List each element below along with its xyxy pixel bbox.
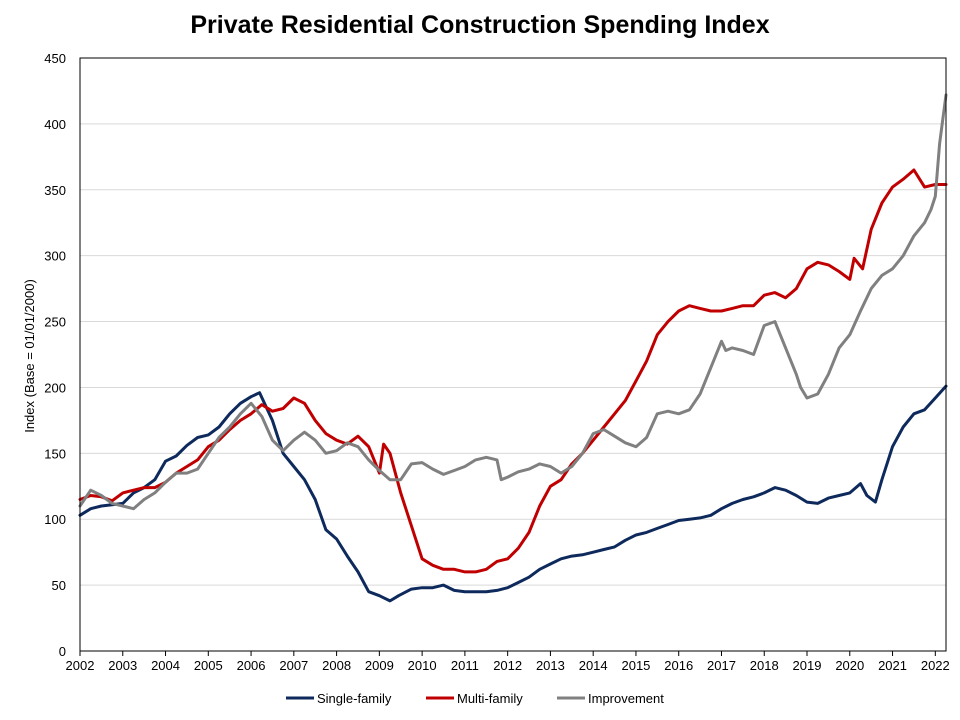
x-tick-label: 2011: [451, 658, 479, 673]
legend-label: Single-family: [317, 691, 392, 706]
y-tick-label: 200: [44, 380, 66, 395]
x-tick-label: 2013: [536, 658, 565, 673]
chart-title: Private Residential Construction Spendin…: [190, 11, 769, 39]
series-line-single-family: [78, 384, 948, 603]
legend-label: Improvement: [588, 691, 664, 706]
x-tick-label: 2010: [408, 658, 437, 673]
y-axis-label: Index (Base = 01/01/2000): [22, 279, 37, 433]
x-tick-label: 2015: [621, 658, 650, 673]
y-tick-label: 350: [44, 183, 66, 198]
x-tick-label: 2021: [878, 658, 907, 673]
x-tick-label: 2014: [579, 658, 608, 673]
series-line-improvement: [78, 93, 948, 511]
y-tick-label: 250: [44, 315, 66, 330]
x-axis-ticks: 2002 2003 2004 2005 2006 2007 2008 2009 2010 2011…: [66, 651, 950, 673]
y-tick-label: 450: [44, 51, 66, 66]
y-tick-label: 150: [44, 446, 66, 461]
x-tick-label: 2020: [835, 658, 864, 673]
series-line-multi-family: [78, 168, 948, 574]
y-tick-label: 300: [44, 249, 66, 264]
series-lines: [78, 93, 948, 603]
y-axis-ticks: 0 50 100 150 200 250 300 350 400 450: [44, 51, 66, 659]
x-tick-label: 2008: [322, 658, 351, 673]
x-tick-label: 2009: [365, 658, 394, 673]
x-tick-label: 2007: [279, 658, 308, 673]
y-tick-label: 400: [44, 117, 66, 132]
x-tick-label: 2012: [493, 658, 522, 673]
y-tick-label: 100: [44, 512, 66, 527]
x-tick-label: 2019: [793, 658, 822, 673]
y-tick-label: 0: [59, 644, 66, 659]
y-tick-label: 50: [52, 578, 66, 593]
legend-label: Multi-family: [457, 691, 523, 706]
x-tick-label: 2002: [66, 658, 95, 673]
x-tick-label: 2022: [921, 658, 950, 673]
legend: Single-family Multi-family Improvement: [286, 691, 664, 706]
gridlines: [80, 123, 946, 586]
x-tick-label: 2005: [194, 658, 223, 673]
x-tick-label: 2006: [237, 658, 266, 673]
x-tick-label: 2016: [664, 658, 693, 673]
x-tick-label: 2003: [108, 658, 137, 673]
x-tick-label: 2017: [707, 658, 736, 673]
plot-frame: [79, 57, 947, 652]
x-tick-label: 2004: [151, 658, 180, 673]
x-tick-label: 2018: [750, 658, 779, 673]
